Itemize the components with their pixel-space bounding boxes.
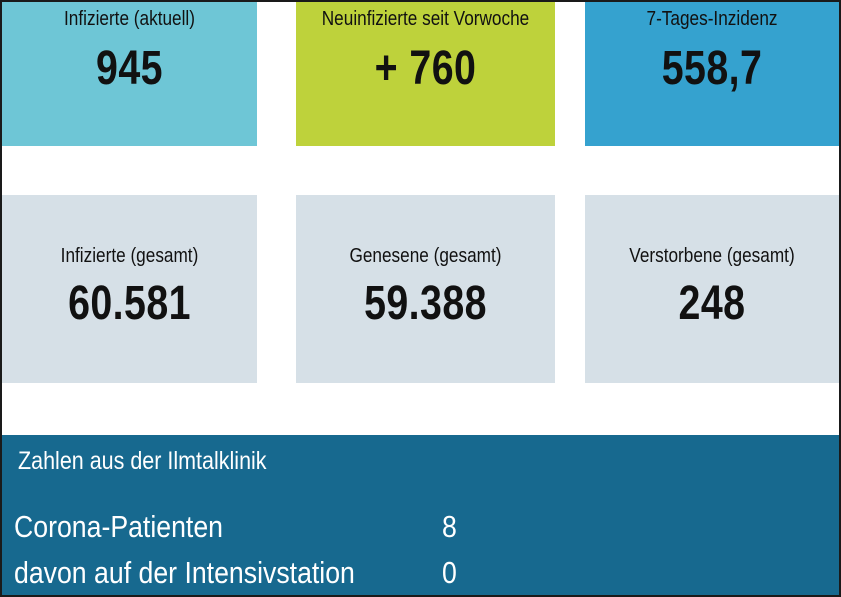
- incidence-label: 7-Tages-Inzidenz: [646, 8, 778, 30]
- total-infected-value: 60.581: [68, 277, 191, 330]
- clinic-panel: Zahlen aus der Ilmtalklinik Corona-Patie…: [2, 435, 839, 595]
- intensive-care-value: 0: [442, 555, 457, 590]
- current-infected-value: 945: [96, 42, 163, 95]
- new-infections-value: + 760: [374, 42, 477, 95]
- deceased-label: Verstorbene (gesamt): [629, 245, 795, 267]
- total-infected-tile: Infizierte (gesamt) 60.581: [2, 195, 257, 383]
- current-infected-tile: Infizierte (aktuell) 945: [2, 2, 257, 146]
- clinic-panel-title: Zahlen aus der Ilmtalklinik: [18, 447, 267, 475]
- current-infected-label: Infizierte (aktuell): [64, 8, 195, 30]
- new-infections-label: Neuinfizierte seit Vorwoche: [321, 8, 530, 30]
- recovered-tile: Genesene (gesamt) 59.388: [296, 195, 555, 383]
- incidence-value: 558,7: [661, 42, 763, 95]
- recovered-value: 59.388: [364, 277, 487, 330]
- corona-patients-label: Corona-Patienten: [14, 509, 223, 544]
- intensive-care-label: davon auf der Intensivstation: [14, 555, 355, 590]
- incidence-tile: 7-Tages-Inzidenz 558,7: [585, 2, 839, 146]
- new-infections-tile: Neuinfizierte seit Vorwoche + 760: [296, 2, 555, 146]
- total-infected-label: Infizierte (gesamt): [60, 245, 199, 267]
- deceased-value: 248: [678, 277, 746, 330]
- corona-patients-value: 8: [442, 509, 457, 544]
- deceased-tile: Verstorbene (gesamt) 248: [585, 195, 839, 383]
- recovered-label: Genesene (gesamt): [349, 245, 502, 267]
